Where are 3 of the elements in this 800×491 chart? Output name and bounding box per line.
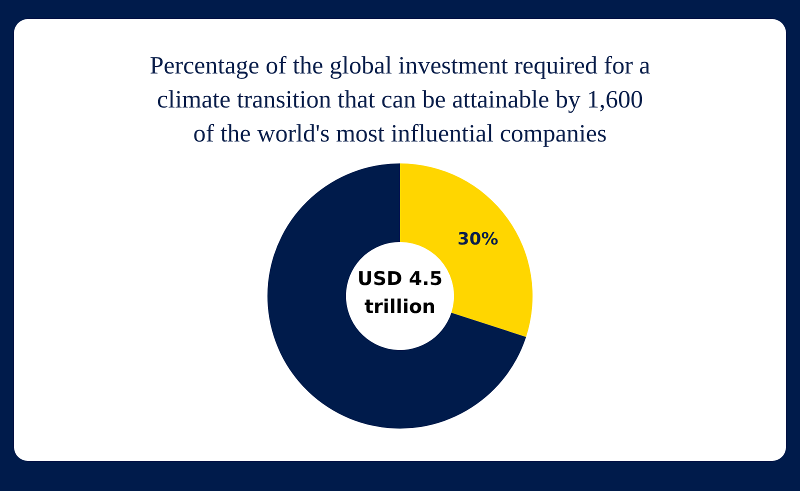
text: USD 4.5 trillion [357,268,443,318]
data-label: 30% [458,229,498,250]
chart-title: Percentage of the global investment required for a climate transition that can be attainable by 1,600 of the world's most influential companies [150,52,650,148]
